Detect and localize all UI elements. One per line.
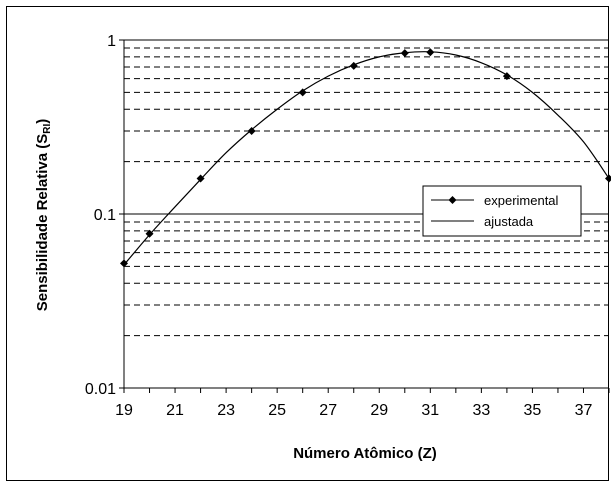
data-point <box>120 259 128 268</box>
axes <box>119 39 610 393</box>
x-tick-label: 29 <box>370 402 388 419</box>
data-point <box>349 61 358 70</box>
x-tick-label: 23 <box>217 402 235 419</box>
y-axis-title: Sensibilidade Relativa (SRI) <box>34 119 53 312</box>
data-point <box>426 48 435 57</box>
legend-ajustada-label: ajustada <box>484 214 534 229</box>
legend: experimental ajustada <box>422 185 582 237</box>
data-point <box>298 88 307 97</box>
y-axis-title-main: Sensibilidade Relativa (S <box>34 134 51 312</box>
data-point <box>247 126 256 135</box>
data-point <box>196 174 205 183</box>
tick-labels: 0.01 0.1 1 19 21 23 25 27 29 31 33 35 37 <box>85 33 593 419</box>
data-point <box>605 174 611 183</box>
x-axis-title: Número Atômico (Z) <box>293 445 437 462</box>
y-tick-label: 0.01 <box>85 381 116 398</box>
x-tick-label: 27 <box>319 402 337 419</box>
legend-box <box>422 185 582 237</box>
x-tick-label: 21 <box>166 402 184 419</box>
x-tick-label: 35 <box>524 402 542 419</box>
data-point <box>400 49 409 58</box>
y-axis-title-subscript: RI <box>42 123 53 133</box>
x-tick-label: 33 <box>472 402 490 419</box>
y-tick-label: 1 <box>107 33 116 50</box>
data-point <box>502 72 511 81</box>
chart-frame <box>6 6 609 481</box>
x-tick-label: 25 <box>268 402 286 419</box>
x-tick-label: 19 <box>115 402 133 419</box>
series-points <box>120 48 611 268</box>
y-tick-label: 0.1 <box>94 207 116 224</box>
legend-experimental-label: experimental <box>484 193 559 208</box>
y-axis-title-close: ) <box>34 119 51 124</box>
x-tick-label: 31 <box>421 402 439 419</box>
x-tick-label: 37 <box>575 402 593 419</box>
legend-experimental-marker <box>448 196 457 204</box>
data-point <box>145 229 154 238</box>
